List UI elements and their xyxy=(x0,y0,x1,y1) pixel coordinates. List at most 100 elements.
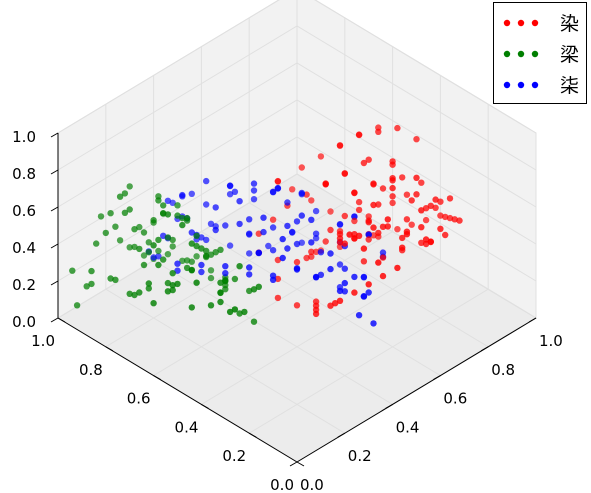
scatter-point-梁 xyxy=(136,245,143,253)
scatter-point-柒 xyxy=(150,254,157,261)
scatter-point-柒 xyxy=(198,261,205,269)
scatter-point-染 xyxy=(332,300,339,307)
scatter-point-柒 xyxy=(341,265,348,272)
scatter-point-染 xyxy=(451,216,458,223)
scatter-point-染 xyxy=(413,136,420,143)
x-tick xyxy=(153,375,161,381)
scatter-point-梁 xyxy=(169,243,176,250)
scatter-point-柒 xyxy=(246,264,253,271)
scatter-point-柒 xyxy=(174,260,181,267)
scatter-point-染 xyxy=(375,259,382,266)
legend-marker xyxy=(517,19,525,27)
legend-marker xyxy=(531,19,539,27)
scatter-point-染 xyxy=(413,174,420,181)
scatter-point-染 xyxy=(403,231,411,238)
scatter-point-柒 xyxy=(284,222,291,230)
scatter-point-柒 xyxy=(231,188,239,195)
scatter-point-染 xyxy=(341,240,348,247)
scatter-point-柒 xyxy=(250,180,258,187)
scatter-point-梁 xyxy=(150,242,157,249)
scatter-point-梁 xyxy=(236,263,243,270)
z-tick xyxy=(50,132,59,138)
scatter-point-染 xyxy=(365,156,372,163)
y-axis-line xyxy=(296,317,537,463)
scatter-point-梁 xyxy=(121,190,129,197)
scatter-point-梁 xyxy=(164,234,172,241)
scatter-point-染 xyxy=(312,310,320,318)
scatter-point-染 xyxy=(346,231,353,238)
scatter-point-染 xyxy=(298,164,305,171)
scatter-point-柒 xyxy=(212,226,219,234)
scatter-point-柒 xyxy=(293,218,301,225)
scatter-point-梁 xyxy=(217,246,224,253)
scatter-point-染 xyxy=(427,202,434,209)
scatter-point-柒 xyxy=(289,229,296,236)
scatter-point-梁 xyxy=(121,209,129,216)
scatter-point-梁 xyxy=(145,280,152,287)
scatter-point-染 xyxy=(379,185,387,192)
scatter-point-柒 xyxy=(260,228,267,236)
scatter-point-柒 xyxy=(336,287,344,295)
y-tick xyxy=(528,317,537,323)
scatter-point-梁 xyxy=(193,232,200,239)
y-tick xyxy=(433,375,441,381)
y-tick xyxy=(289,461,298,467)
scatter-point-梁 xyxy=(112,276,119,283)
scatter-point-柒 xyxy=(226,191,234,198)
scatter-point-梁 xyxy=(188,304,195,311)
scatter-point-梁 xyxy=(107,275,114,282)
scatter-point-柒 xyxy=(341,288,348,295)
scatter-point-梁 xyxy=(231,275,239,283)
scatter-point-梁 xyxy=(183,214,191,222)
scatter-point-染 xyxy=(418,239,425,246)
scatter-point-柒 xyxy=(250,187,258,194)
scatter-point-染 xyxy=(389,193,396,200)
scatter-point-梁 xyxy=(246,287,253,295)
scatter-point-柒 xyxy=(293,240,301,248)
scatter-point-梁 xyxy=(150,300,157,307)
z-tick xyxy=(50,169,59,175)
scatter-point-梁 xyxy=(207,251,215,258)
scatter-point-柒 xyxy=(236,198,243,205)
scatter-point-柒 xyxy=(360,293,368,300)
scatter-point-柒 xyxy=(269,247,277,254)
scatter-point-梁 xyxy=(241,308,248,316)
scatter-point-梁 xyxy=(116,237,124,244)
scatter-point-染 xyxy=(370,224,377,231)
scatter-point-染 xyxy=(308,197,315,204)
z-tick-label: 0.0 xyxy=(12,313,36,331)
scatter-point-染 xyxy=(370,232,377,239)
legend-marker xyxy=(503,19,511,27)
scatter-point-柒 xyxy=(355,312,363,319)
scatter-point-柒 xyxy=(274,185,282,192)
scatter-point-柒 xyxy=(360,274,368,281)
scatter-point-染 xyxy=(399,234,406,242)
scatter-point-梁 xyxy=(193,253,200,260)
scatter-point-染 xyxy=(389,199,396,207)
scatter-point-染 xyxy=(394,226,401,233)
y-tick-label: 0.6 xyxy=(443,390,467,408)
z-tick-label: 0.2 xyxy=(12,276,36,294)
x-tick-label: 0.4 xyxy=(175,418,199,436)
scatter-point-梁 xyxy=(126,183,133,190)
x-tick xyxy=(201,403,209,409)
z-tick xyxy=(50,243,59,249)
scatter-point-梁 xyxy=(198,245,205,252)
legend-marker xyxy=(517,50,525,58)
scatter-point-染 xyxy=(308,248,315,255)
scatter-point-染 xyxy=(442,213,449,221)
scatter-point-柒 xyxy=(327,265,334,273)
scatter-point-染 xyxy=(418,179,425,186)
scatter-point-染 xyxy=(418,207,425,214)
scatter-point-柒 xyxy=(207,220,215,227)
scatter-point-梁 xyxy=(145,249,152,256)
z-gridline xyxy=(57,0,537,134)
scatter-point-染 xyxy=(274,275,282,283)
scatter-point-染 xyxy=(336,297,344,304)
x-tick xyxy=(296,461,305,467)
scatter-point-梁 xyxy=(145,239,152,246)
x-tick-label: 0.8 xyxy=(79,361,103,379)
scatter-point-染 xyxy=(399,174,406,181)
scatter-point-梁 xyxy=(231,306,239,313)
